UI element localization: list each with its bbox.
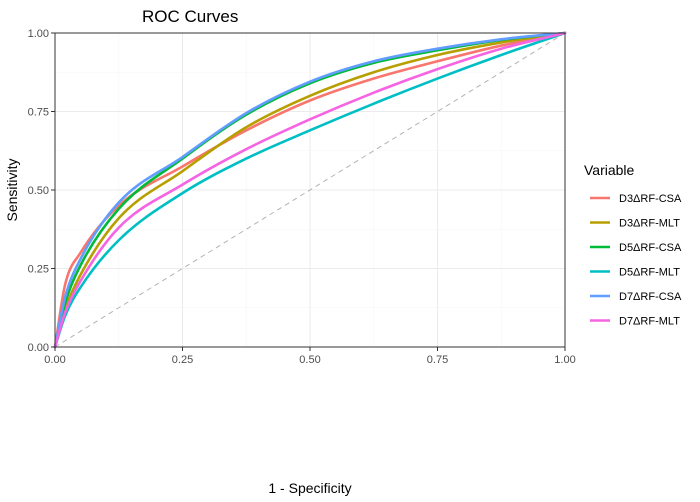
- y-axis: 0.00 0.25 0.50 0.75 1.00: [28, 28, 55, 354]
- x-tick-label: 0.25: [172, 354, 193, 366]
- y-tick-label: 0.00: [28, 342, 49, 354]
- legend-label: D7ΔRF-CSA: [619, 291, 682, 303]
- roc-curve-d7-rf-csa: [53, 31, 567, 349]
- y-tick-label: 1.00: [28, 28, 49, 40]
- roc-curve-d5-rf-mlt: [53, 31, 567, 349]
- legend-item: D3ΔRF-CSA: [590, 193, 682, 205]
- legend-label: D5ΔRF-CSA: [619, 242, 682, 254]
- legend-item: D5ΔRF-MLT: [590, 267, 680, 279]
- legend-label: D3ΔRF-MLT: [619, 218, 680, 230]
- legend-item: D3ΔRF-MLT: [590, 218, 680, 230]
- plot-panel: [53, 31, 567, 349]
- roc-curves: [53, 31, 567, 349]
- chart-title: ROC Curves: [142, 7, 238, 26]
- y-axis-title: Sensitivity: [4, 158, 20, 221]
- y-tick-label: 0.25: [28, 264, 49, 276]
- roc-curve-d3-rf-mlt: [53, 31, 567, 349]
- y-tick-label: 0.50: [28, 185, 49, 197]
- legend-items: D3ΔRF-CSA D3ΔRF-MLT D5ΔRF-CSA D5ΔRF-MLT D7ΔR…: [590, 193, 682, 328]
- legend-item: D5ΔRF-CSA: [590, 242, 682, 254]
- roc-curve-d5-rf-csa: [53, 31, 567, 349]
- legend-item: D7ΔRF-MLT: [590, 316, 680, 328]
- legend-title: Variable: [584, 162, 635, 178]
- reference-diagonal-line: [54, 32, 566, 348]
- y-tick-label: 0.75: [28, 107, 49, 119]
- legend: Variable D3ΔRF-CSA D3ΔRF-MLT D5ΔRF-CSA D5ΔR…: [584, 162, 682, 328]
- x-tick-label: 1.00: [554, 354, 575, 366]
- legend-label: D7ΔRF-MLT: [619, 316, 680, 328]
- legend-label: D3ΔRF-CSA: [619, 193, 682, 205]
- legend-item: D7ΔRF-CSA: [590, 291, 682, 303]
- roc-curve-d3-rf-csa: [53, 31, 567, 349]
- x-tick-label: 0.50: [299, 354, 320, 366]
- legend-label: D5ΔRF-MLT: [619, 267, 680, 279]
- x-tick-label: 0.00: [44, 354, 65, 366]
- x-axis: 0.00 0.25 0.50 0.75 1.00: [44, 347, 576, 366]
- x-tick-label: 0.75: [427, 354, 448, 366]
- roc-curve-d7-rf-mlt: [53, 31, 567, 349]
- x-axis-title: 1 - Specificity: [268, 480, 351, 496]
